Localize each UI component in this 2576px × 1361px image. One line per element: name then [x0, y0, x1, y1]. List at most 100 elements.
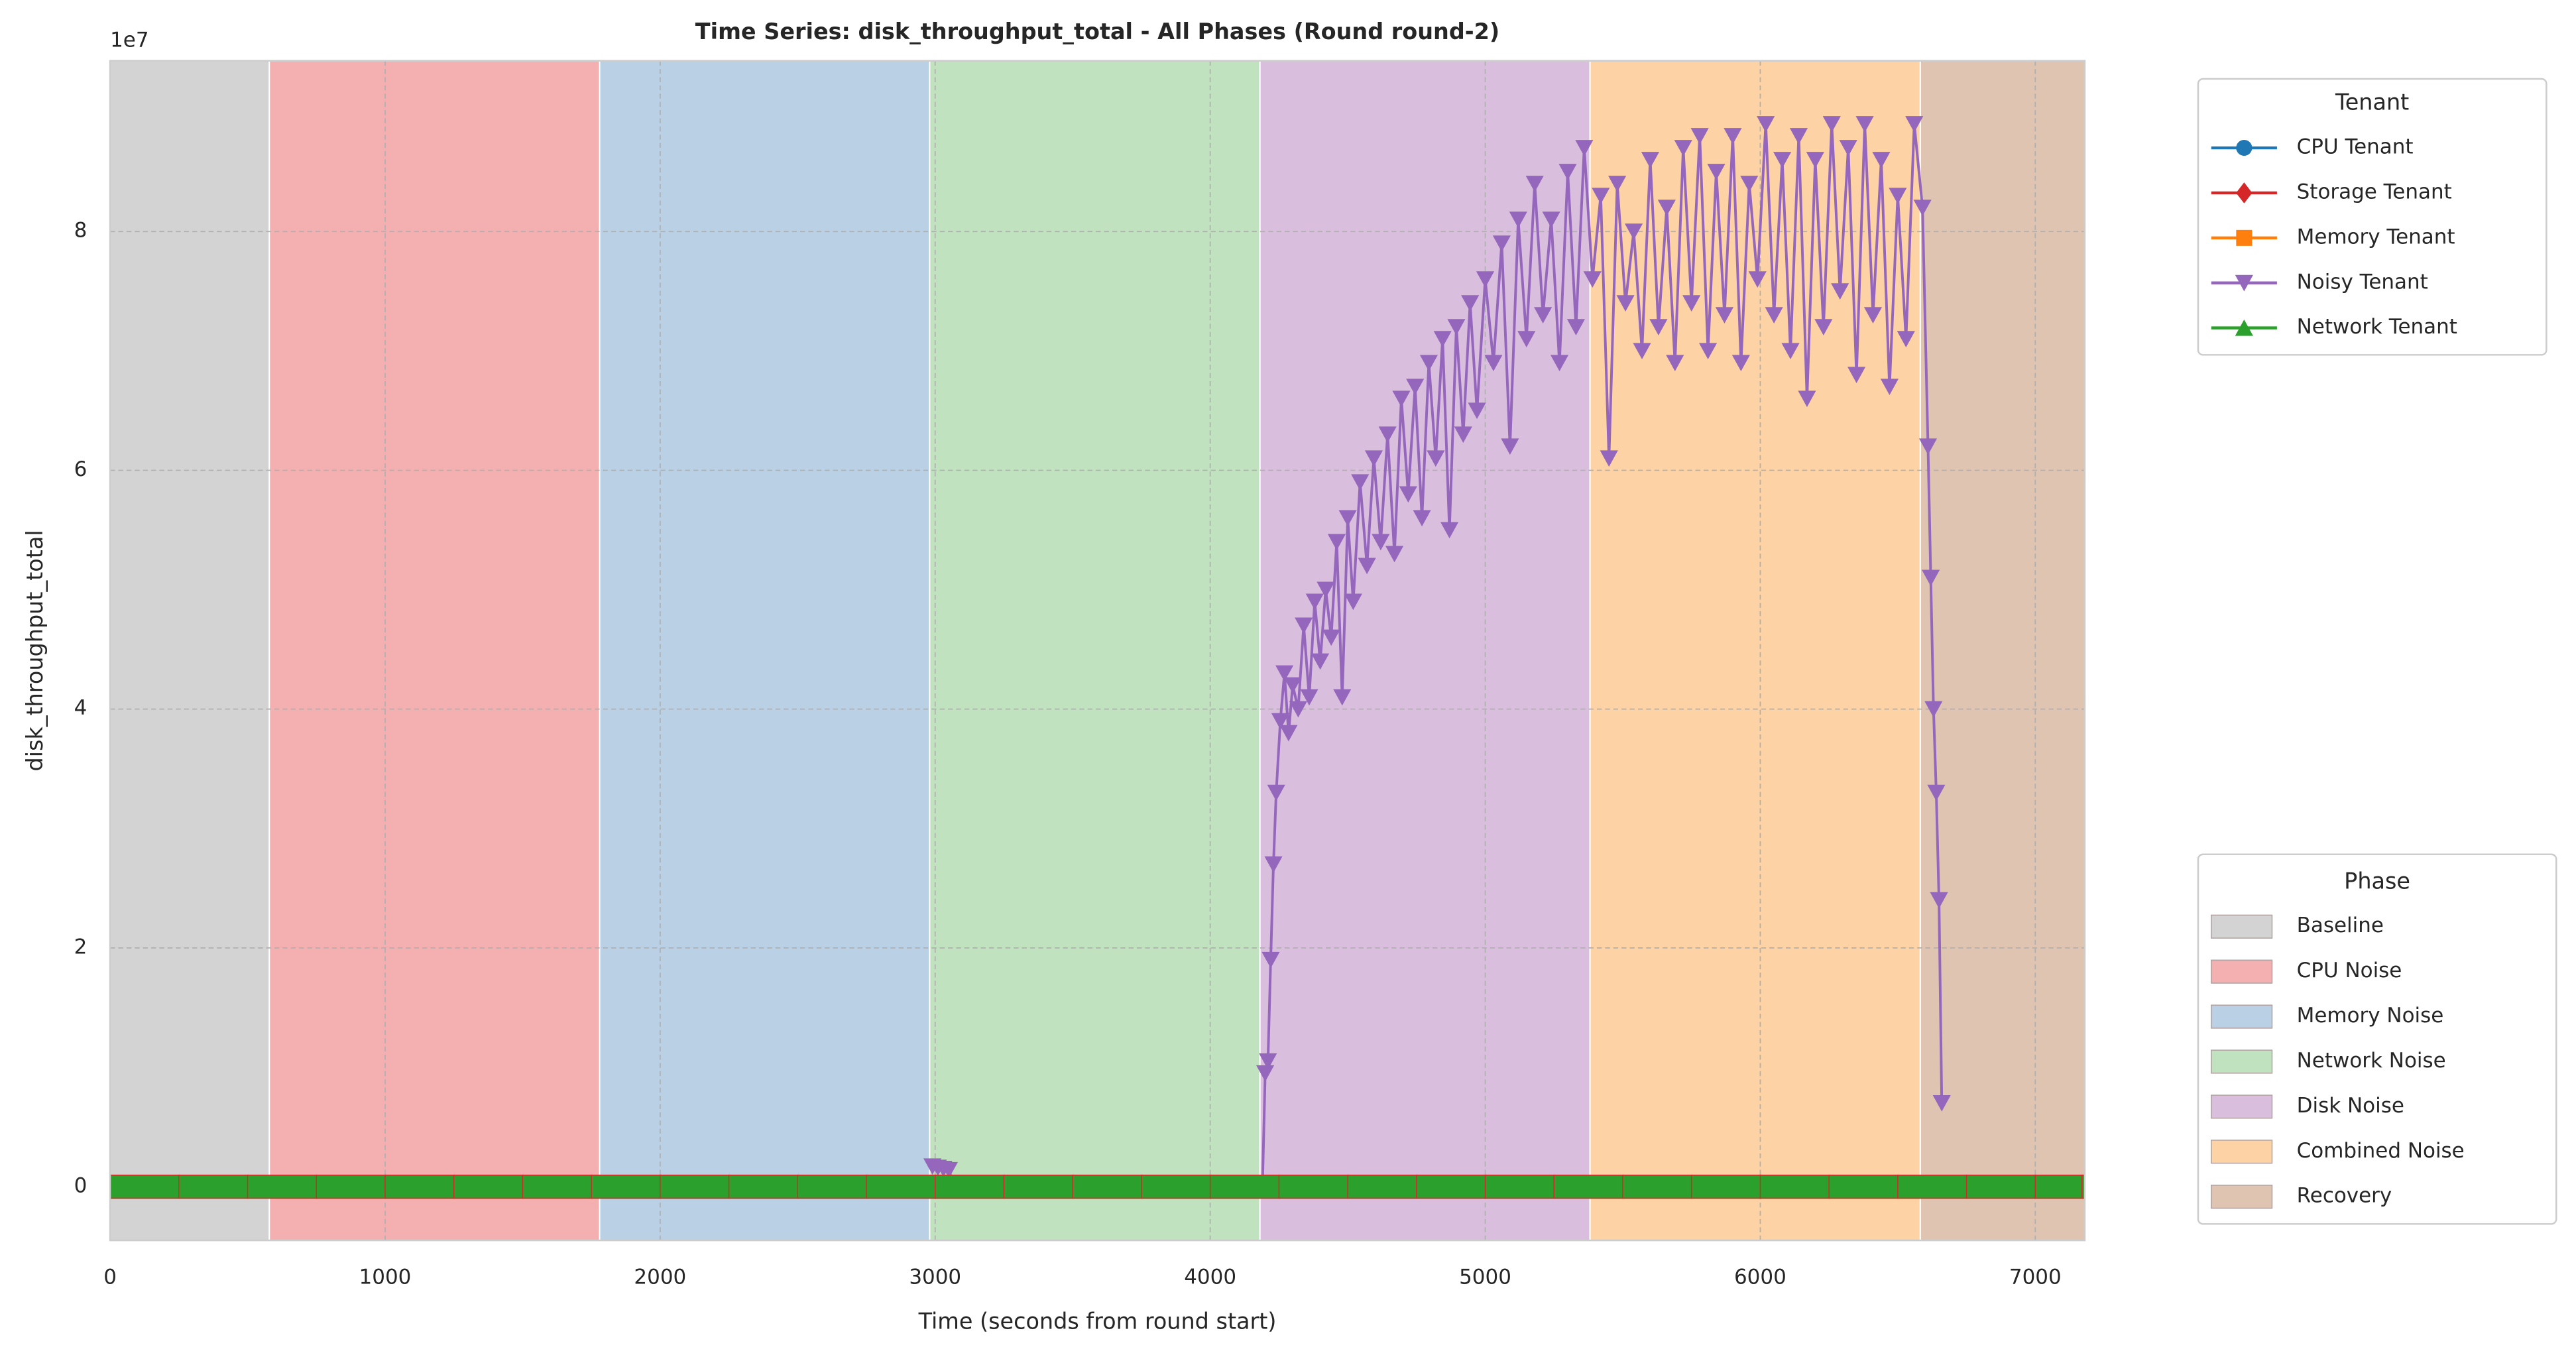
tenant-legend-title: Tenant: [2335, 89, 2409, 115]
marker: [1918, 438, 1938, 455]
marker: [1553, 1174, 1624, 1199]
marker: [1392, 390, 1411, 408]
marker: [1847, 367, 1866, 384]
marker: [1616, 295, 1635, 312]
marker: [1406, 379, 1425, 396]
y-tick-label: 2: [74, 935, 88, 959]
marker: [1740, 176, 1759, 192]
phase-legend-title: Phase: [2344, 868, 2410, 894]
marker: [1682, 295, 1701, 312]
y-axis-label: disk_throughput_total: [22, 530, 48, 771]
marker: [1641, 152, 1660, 168]
marker: [1351, 474, 1370, 491]
marker: [591, 1174, 662, 1199]
legend-label: Disk Noise: [2297, 1094, 2404, 1118]
marker: [1657, 200, 1676, 216]
series: [109, 1174, 2085, 1199]
marker: [1275, 665, 1294, 682]
legend-label: Memory Tenant: [2297, 225, 2455, 249]
marker: [1831, 283, 1849, 300]
marker: [1649, 319, 1668, 336]
marker: [1476, 271, 1495, 288]
x-tick-label: 7000: [2009, 1266, 2062, 1289]
marker: [384, 1174, 455, 1199]
marker: [1666, 355, 1684, 372]
marker: [866, 1174, 937, 1199]
x-tick-label: 2000: [634, 1266, 686, 1289]
marker: [1378, 426, 1397, 444]
marker: [1575, 140, 1594, 156]
marker: [1592, 188, 1610, 204]
marker: [1484, 355, 1503, 372]
marker: [1509, 211, 1527, 228]
marker: [1372, 534, 1390, 551]
marker: [1311, 653, 1330, 670]
tenant-legend-box: [2197, 78, 2547, 356]
marker: [1624, 223, 1643, 240]
marker: [1413, 510, 1431, 527]
marker: [1773, 152, 1792, 168]
marker: [1690, 128, 1709, 145]
marker: [1433, 331, 1452, 348]
marker: [1707, 164, 1726, 180]
x-tick-label: 3000: [909, 1266, 961, 1289]
marker: [1759, 1174, 1831, 1199]
y-tick-label: 4: [74, 696, 88, 720]
marker: [1534, 307, 1552, 324]
marker: [1814, 319, 1833, 336]
legend-patch: [2211, 914, 2273, 939]
marker: [1781, 343, 1800, 360]
marker: [1300, 689, 1318, 706]
marker: [939, 1161, 959, 1179]
marker: [1525, 176, 1544, 192]
marker: [1806, 152, 1824, 168]
x-tick-label: 0: [103, 1266, 117, 1289]
marker: [109, 1174, 180, 1199]
marker: [1264, 856, 1283, 873]
marker: [1295, 617, 1313, 634]
marker: [1501, 438, 1519, 455]
series-line: [932, 123, 1944, 1189]
marker: [1822, 116, 1841, 133]
marker: [2034, 1174, 2083, 1199]
marker: [1322, 629, 1340, 646]
plot-area: [109, 116, 2085, 1199]
marker: [1440, 522, 1459, 539]
marker: [1674, 140, 1692, 156]
marker: [1757, 116, 1775, 133]
marker: [1267, 784, 1285, 801]
marker: [1690, 1174, 1762, 1199]
legend-label: Storage Tenant: [2297, 180, 2452, 204]
axes: 0 1000 2000 3000 4000 5000 6000 7000 0 2 4 6 8: [74, 219, 2062, 1289]
marker: [1517, 331, 1536, 348]
marker: [1278, 1174, 1350, 1199]
marker: [1468, 402, 1486, 420]
marker: [1828, 1174, 1899, 1199]
marker: [1855, 116, 1874, 133]
x-axis-label: Time (seconds from round start): [918, 1309, 1277, 1334]
legend-label: Combined Noise: [2297, 1139, 2465, 1163]
marker: [797, 1174, 868, 1199]
marker: [1209, 1174, 1281, 1199]
marker: [1889, 188, 1907, 204]
plot-frame: [109, 60, 2086, 1242]
marker: [1558, 164, 1577, 180]
marker: [1338, 510, 1357, 527]
marker: [1364, 450, 1383, 467]
marker: [1924, 701, 1943, 718]
marker: [1748, 271, 1767, 288]
legend-marker: [2236, 229, 2253, 246]
marker: [1913, 200, 1932, 216]
legend-patch: [2211, 959, 2273, 984]
legend-label: Network Noise: [2297, 1049, 2446, 1073]
marker: [1317, 581, 1335, 599]
marker: [728, 1174, 799, 1199]
phase-band: [109, 60, 270, 1242]
marker: [1461, 295, 1480, 312]
legend-marker: [2235, 319, 2253, 336]
legend-patch: [2211, 1140, 2273, 1164]
marker: [1965, 1174, 2037, 1199]
marker: [1261, 951, 1280, 969]
legend-patch: [2211, 1004, 2273, 1029]
legend-label: Baseline: [2297, 914, 2384, 937]
